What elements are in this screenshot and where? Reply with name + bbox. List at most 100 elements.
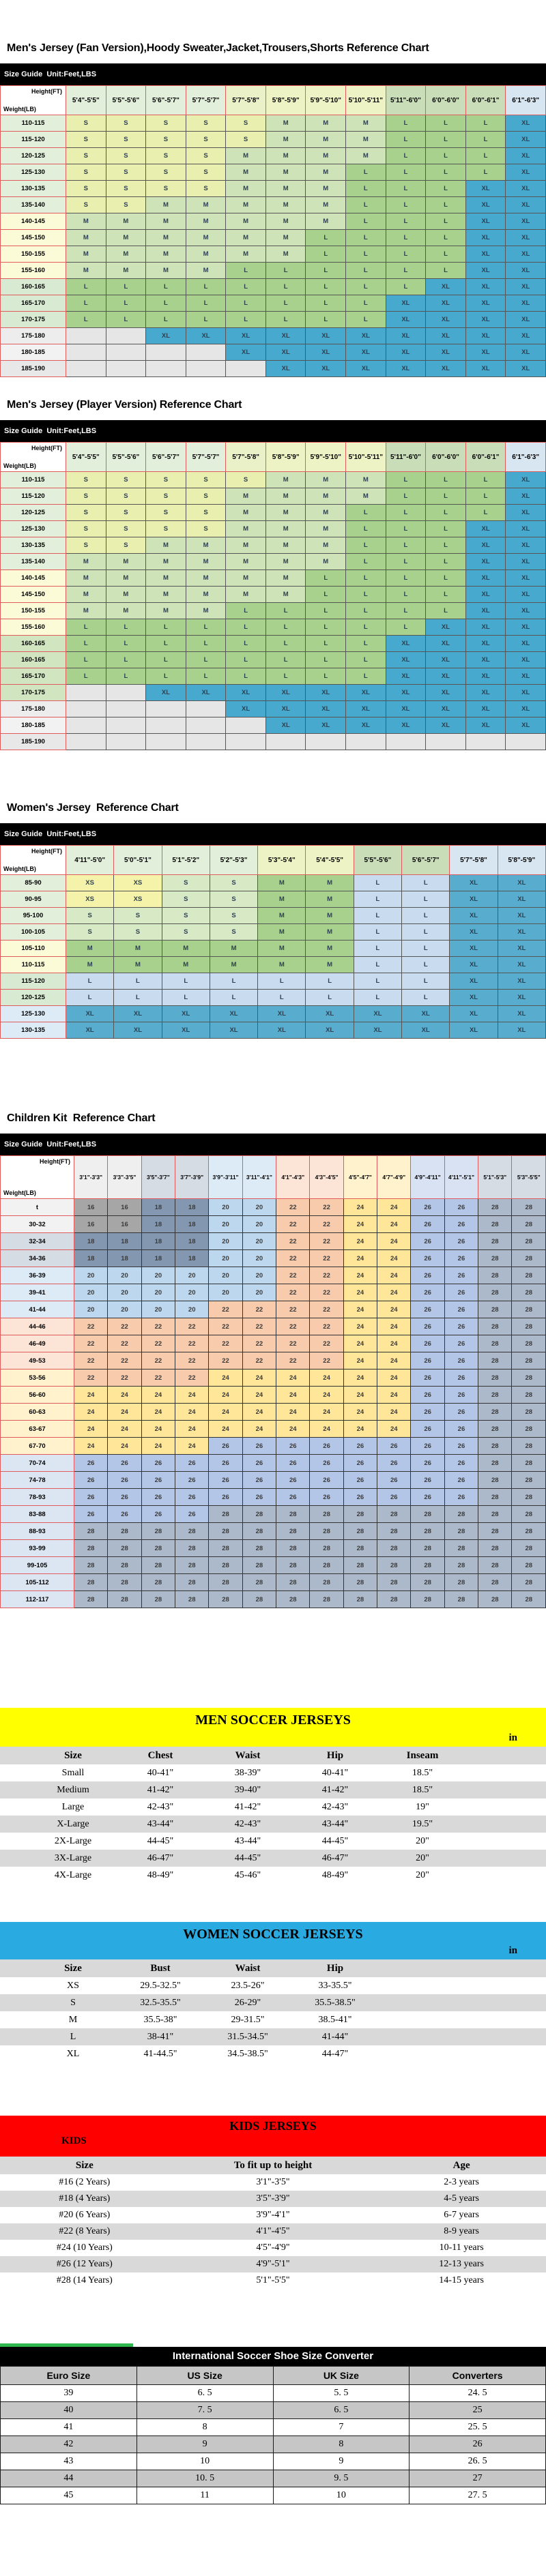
- size-cell: 24: [377, 1420, 412, 1438]
- size-cell: S: [209, 874, 259, 891]
- size-cell: 22: [175, 1369, 210, 1387]
- cell-value: Medium: [57, 1784, 89, 1795]
- size-cell: S: [105, 164, 147, 181]
- size-cell: L: [353, 874, 403, 891]
- chart-row: 110-115 S S S S S M M M L L L XL: [0, 471, 546, 488]
- chart-row: 56-60 24 24 24 24 24 24 24 24 24 24 26 26 28 28: [0, 1386, 546, 1404]
- size-cell: L: [265, 619, 306, 636]
- size-cell: 28: [208, 1539, 243, 1557]
- size-cell: XL: [505, 635, 546, 652]
- size-cell: L: [66, 635, 106, 652]
- size-cell: 24: [343, 1352, 378, 1370]
- size-cell: L: [425, 569, 466, 587]
- cell-value: 20": [416, 1869, 429, 1880]
- size-cell: 24: [377, 1403, 412, 1421]
- size-cell: 22: [276, 1215, 311, 1233]
- kids-jerseys-header-bar: KIDS JERSEYS KIDS: [0, 2116, 546, 2157]
- size-cell: 22: [242, 1318, 277, 1335]
- size-cell: M: [225, 504, 266, 521]
- column-header: Bust: [150, 1962, 171, 1974]
- size-cell: L: [345, 537, 386, 554]
- size-cell: L: [66, 668, 106, 685]
- size-cell: 26: [444, 1215, 479, 1233]
- chart-row: 85-90 XS XS S S M M L L XL XL: [0, 874, 546, 891]
- size-cell: 24: [73, 1403, 109, 1421]
- size-cell: 26: [444, 1301, 479, 1318]
- cell-value: 32.5-35.5": [140, 1997, 181, 2008]
- shoe-size-row: 39 6. 5 5. 5 24. 5: [0, 2384, 546, 2402]
- size-cell: M: [265, 131, 306, 148]
- kids-jerseys-table: KIDS JERSEYS KIDS Size To fit up to height A…: [0, 2116, 546, 2289]
- size-cell: L: [305, 651, 347, 668]
- size-row: Medium 41-42" 39-40" 41-42" 18.5": [0, 1781, 546, 1798]
- size-cell: XL: [497, 1005, 546, 1022]
- size-cell: L: [465, 471, 506, 488]
- size-cell: S: [145, 131, 186, 148]
- size-cell: 22: [208, 1318, 243, 1335]
- size-cell: L: [225, 278, 266, 295]
- cell-value: 14-15 years: [439, 2275, 484, 2285]
- table-title: MEN SOCCER JERSEYS: [195, 1713, 351, 1728]
- size-cell: 26: [377, 1437, 412, 1455]
- size-cell: XL: [505, 668, 546, 685]
- size-cell: L: [425, 262, 466, 279]
- size-cell: L: [353, 923, 403, 941]
- weight-row-label: 34-36: [0, 1249, 74, 1267]
- cell-value: 31.5-34.5": [227, 2031, 268, 2042]
- lead-spacer: [0, 1781, 29, 1798]
- size-cell: 26: [377, 1471, 412, 1489]
- size-cell: M: [185, 537, 227, 554]
- size-cell: 26: [141, 1471, 176, 1489]
- size-cell: 28: [511, 1352, 546, 1370]
- size-cell: 22: [73, 1318, 109, 1335]
- weight-row-label: 85-90: [0, 874, 66, 891]
- size-cell: 22: [309, 1335, 344, 1352]
- size-cell: XL: [385, 717, 427, 734]
- size-guide-bar: Size Guide Unit:Feet,LBS: [0, 823, 546, 845]
- men-player-table: Height(FT) Weight(LB) 5'4"-5'5" 5'5"-5'6" 5'…: [0, 442, 546, 750]
- size-cell: 28: [276, 1590, 311, 1608]
- size-cell: XL: [465, 246, 506, 263]
- size-cell: 24: [242, 1386, 277, 1404]
- size-cell: S: [105, 537, 147, 554]
- size-cell: [145, 344, 186, 361]
- size-cell: XL: [505, 164, 546, 181]
- size-cell: 26: [410, 1267, 445, 1284]
- size-cell: 28: [478, 1386, 513, 1404]
- size-cell: XL: [505, 115, 546, 132]
- size-cell: XL: [161, 1022, 210, 1039]
- cell-value: 5'1"-5'5": [256, 2275, 290, 2285]
- size-cell: XL: [385, 651, 427, 668]
- size-cell: S: [113, 923, 162, 941]
- height-column-label: 5'6"-5'7": [145, 442, 186, 472]
- size-cell: L: [345, 651, 386, 668]
- size-cell: XL: [225, 327, 266, 344]
- size-cell: L: [145, 635, 186, 652]
- cell-value: Large: [61, 1801, 85, 1812]
- size-cell: 24: [276, 1420, 311, 1438]
- size-cell: 28: [242, 1590, 277, 1608]
- size-cell: 20: [242, 1284, 277, 1301]
- size-cell: 20: [73, 1301, 109, 1318]
- size-cell: L: [105, 295, 147, 312]
- lead-spacer: [0, 1977, 29, 1994]
- size-cell: XL: [505, 488, 546, 505]
- size-cell: 28: [478, 1471, 513, 1489]
- size-cell: 18: [141, 1215, 176, 1233]
- chart-row: 120-125 S S S S M M M L L L L XL: [0, 504, 546, 521]
- size-cell: L: [385, 278, 427, 295]
- weight-row-label: 175-180: [0, 700, 66, 717]
- size-cell: L: [113, 973, 162, 990]
- chart-row: 155-160 L L L L L L L L L XL XL XL: [0, 619, 546, 636]
- chart-row: 140-145 M M M M M M M L L L XL XL: [0, 213, 546, 230]
- size-cell: 28: [208, 1590, 243, 1608]
- size-cell: L: [305, 262, 347, 279]
- men-fan-chart: Size Guide Unit:Feet,LBS Height(FT) Weigh…: [0, 63, 546, 377]
- chart-row: 130-135 S S M M M M M L L L XL XL: [0, 537, 546, 554]
- corner-weight-label: Weight(LB): [3, 106, 36, 113]
- size-cell: L: [425, 602, 466, 619]
- weight-row-label: 160-165: [0, 635, 66, 652]
- size-cell: M: [145, 262, 186, 279]
- size-cell: L: [185, 668, 227, 685]
- size-cell: XL: [265, 700, 306, 717]
